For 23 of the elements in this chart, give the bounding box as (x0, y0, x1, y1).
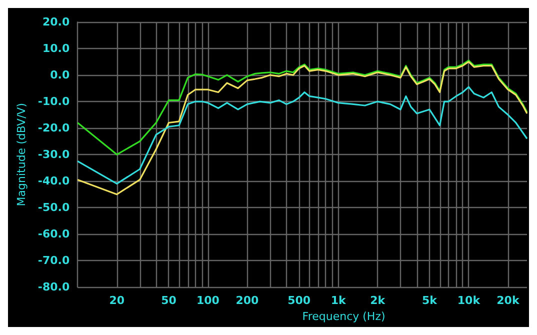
y-tick-label: -10.0 (38, 95, 70, 108)
x-tick-label: 50 (161, 294, 177, 308)
x-tick-label: 200 (236, 294, 260, 308)
x-tick-label: 100 (196, 294, 220, 308)
x-tick-label: 20 (109, 294, 125, 308)
x-tick-label: 1k (330, 294, 346, 308)
y-tick-label: -20.0 (38, 122, 70, 135)
x-axis-title: Frequency (Hz) (302, 310, 386, 323)
y-tick-label: 20.0 (42, 16, 70, 28)
y-tick-label: -80.0 (38, 280, 70, 294)
y-tick-label: -30.0 (38, 148, 70, 162)
y-tick-label: 0.0 (50, 68, 70, 82)
x-tick-label: 2k (370, 294, 386, 308)
y-tick-label: -40.0 (38, 174, 70, 188)
x-tick-label: 10k (457, 294, 481, 308)
y-tick-label: -70.0 (38, 254, 70, 268)
x-tick-label: 20k (496, 294, 520, 308)
y-tick-label: -50.0 (38, 201, 70, 214)
x-tick-label: 500 (288, 294, 311, 308)
y-tick-label: 10.0 (42, 42, 70, 56)
x-tick-label: 5k (422, 294, 438, 308)
y-tick-label: -60.0 (38, 228, 70, 241)
y-axis-title: Magnitude (dBV/V) (15, 102, 28, 206)
